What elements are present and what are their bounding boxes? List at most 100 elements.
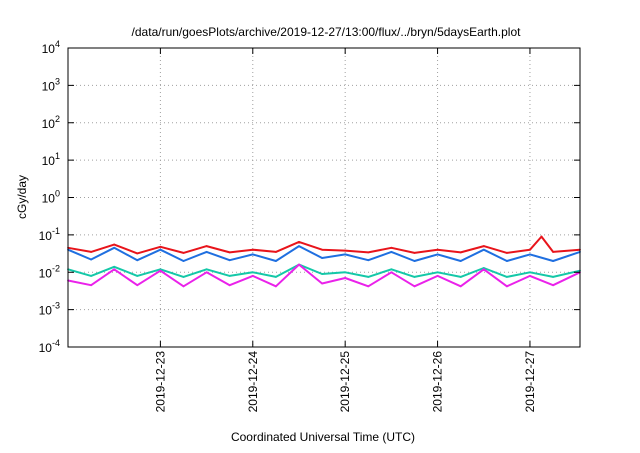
- y-tick-label: 10-1: [39, 226, 60, 243]
- data-point: [159, 245, 162, 248]
- data-point: [251, 274, 254, 277]
- y-tick-label: 104: [42, 39, 60, 56]
- data-point: [390, 271, 393, 274]
- y-tick-label-exponent: -2: [52, 263, 60, 273]
- data-point: [344, 253, 347, 256]
- data-point: [136, 252, 139, 255]
- data-point: [459, 260, 462, 262]
- data-point: [505, 285, 508, 288]
- x-tick-label: 2019-12-23: [153, 351, 167, 413]
- data-point: [529, 253, 531, 256]
- data-point: [367, 276, 370, 278]
- data-point: [505, 276, 508, 278]
- data-point: [182, 260, 185, 262]
- data-point: [90, 258, 92, 261]
- data-point: [482, 268, 485, 271]
- grid-layer: [68, 48, 580, 347]
- y-tick-label-exponent: -4: [52, 338, 60, 348]
- data-point: [274, 260, 277, 262]
- data-point: [205, 245, 208, 248]
- data-point: [552, 276, 554, 278]
- data-point: [344, 249, 347, 252]
- data-point: [436, 253, 439, 256]
- y-tick-label-base: 10: [39, 229, 53, 243]
- y-tick-label-base: 10: [39, 341, 53, 355]
- data-point: [344, 277, 347, 279]
- y-tick-label: 10-4: [39, 338, 60, 355]
- plot-frame: [67, 47, 581, 348]
- data-point: [228, 251, 231, 254]
- data-point: [390, 251, 393, 253]
- data-point: [113, 265, 116, 268]
- data-point: [136, 274, 139, 277]
- x-tick-label: 2019-12-26: [431, 351, 445, 413]
- x-tick-label: 2019-12-27: [523, 351, 537, 413]
- y-tick-label-base: 10: [42, 117, 56, 131]
- y-tick-label-base: 10: [42, 154, 56, 168]
- data-point: [436, 248, 439, 251]
- y-tick-label: 10-2: [39, 263, 60, 280]
- y-tick-label-exponent: 0: [55, 189, 60, 199]
- chart-title: /data/run/goesPlots/archive/2019-12-27/1…: [132, 25, 522, 39]
- y-axis-label: cGy/day: [15, 175, 29, 219]
- data-point: [529, 248, 531, 251]
- data-point: [136, 284, 139, 287]
- y-tick-label: 101: [42, 151, 60, 168]
- y-tick-label: 100: [42, 189, 60, 206]
- data-point: [367, 285, 370, 288]
- data-point: [505, 260, 508, 262]
- data-point: [321, 273, 323, 275]
- y-tick-label-base: 10: [42, 192, 56, 206]
- data-point: [182, 285, 185, 288]
- data-point: [159, 269, 162, 272]
- data-point: [298, 263, 300, 266]
- data-point: [205, 271, 208, 274]
- data-point: [390, 246, 393, 249]
- data-point: [182, 251, 185, 254]
- y-tick-label-exponent: 3: [55, 76, 60, 86]
- data-point: [205, 268, 208, 271]
- data-point: [413, 260, 416, 262]
- data-point: [482, 248, 485, 251]
- data-point: [113, 246, 116, 249]
- data-point: [205, 251, 208, 253]
- data-point: [298, 240, 300, 243]
- y-tick-label-exponent: 1: [55, 151, 60, 161]
- data-point: [390, 268, 393, 271]
- y-tick-label: 103: [42, 76, 60, 93]
- data-point: [436, 271, 439, 274]
- data-point: [529, 274, 531, 277]
- data-point: [529, 271, 531, 274]
- data-point: [251, 248, 254, 251]
- data-point: [136, 259, 139, 262]
- x-tick-label: 2019-12-25: [338, 351, 352, 413]
- y-tick-label-base: 10: [42, 79, 56, 93]
- data-point: [552, 284, 554, 287]
- data-point: [113, 268, 116, 271]
- data-point: [274, 276, 277, 278]
- data-point: [90, 284, 92, 287]
- data-point: [459, 251, 462, 254]
- data-point: [113, 243, 116, 246]
- data-point: [367, 251, 370, 254]
- data-point: [228, 274, 231, 277]
- data-point: [274, 285, 277, 288]
- data-point: [274, 251, 277, 253]
- data-point: [436, 274, 439, 277]
- series-line: [67, 235, 581, 255]
- y-tick-label-base: 10: [42, 42, 56, 56]
- y-tick-label-exponent: -3: [52, 301, 60, 311]
- x-axis-label: Coordinated Universal Time (UTC): [231, 430, 415, 444]
- axis-layer: 10-410-310-210-11001011021031042019-12-2…: [39, 39, 581, 413]
- data-point: [505, 251, 508, 254]
- data-point: [159, 248, 162, 251]
- y-tick-label: 10-3: [39, 301, 60, 318]
- y-tick-label-base: 10: [39, 304, 53, 318]
- data-point: [251, 253, 254, 256]
- y-tick-label-exponent: 2: [55, 114, 60, 124]
- data-point: [321, 282, 323, 285]
- data-point: [182, 276, 185, 278]
